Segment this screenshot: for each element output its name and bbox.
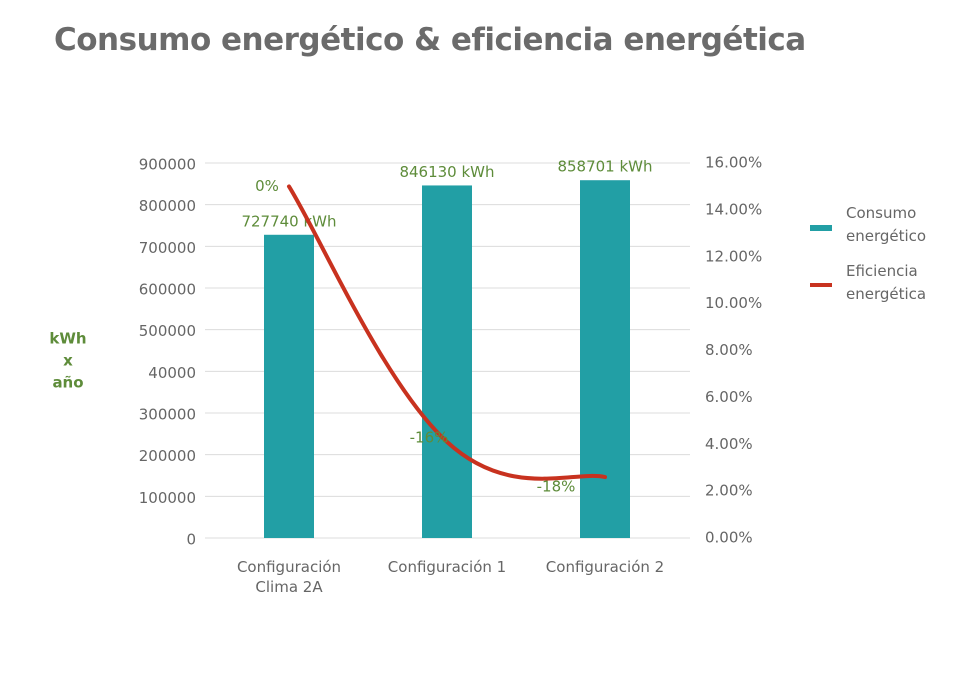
y2-tick-label: 14.00% (705, 200, 762, 218)
legend-label: Consumo energético (846, 204, 927, 245)
annotation: 0% (255, 177, 279, 195)
data-label: 727740 kWh (241, 212, 336, 230)
legend-label: Eficiencia energética (846, 262, 927, 303)
legend-swatch (810, 225, 832, 231)
data-label: 846130 kWh (399, 163, 494, 181)
x-tick-label: Configuración 2 (545, 558, 665, 576)
chart-title: Consumo energético & eficiencia energéti… (54, 22, 806, 58)
y-tick-label: 900000 (139, 156, 196, 174)
y2-tick-label: 16.00% (705, 154, 762, 172)
annotation: -16% (410, 428, 449, 446)
y-tick-label: 40000 (148, 364, 196, 382)
y-tick-label: 700000 (139, 239, 196, 257)
y2-tick-label: 2.00% (705, 482, 753, 500)
y2-tick-label: 8.00% (705, 341, 753, 359)
y-tick-label: 300000 (139, 406, 196, 424)
y-axis-label: año (52, 374, 83, 392)
bar (580, 180, 630, 538)
y2-tick-label: 12.00% (705, 247, 762, 265)
y2-tick-label: 6.00% (705, 388, 753, 406)
y-axis-label: x (63, 352, 73, 370)
x-tick-label: Configuración 1 (387, 558, 507, 576)
y2-tick-label: 4.00% (705, 435, 753, 453)
line (287, 184, 607, 481)
y-tick-label: 100000 (139, 489, 196, 507)
bar (422, 185, 472, 538)
bar (264, 234, 314, 538)
y-tick-label: 800000 (139, 197, 196, 215)
y-tick-label: 0 (186, 531, 196, 549)
legend-swatch (810, 283, 832, 287)
y2-tick-label: 0.00% (705, 529, 753, 547)
x-tick-label: Configuración Clima 2A (236, 558, 342, 596)
y-tick-label: 600000 (139, 281, 196, 299)
y-tick-label: 500000 (139, 322, 196, 340)
y-tick-label: 200000 (139, 447, 196, 465)
data-label: 858701 kWh (557, 158, 652, 176)
y-axis-label: kWh (49, 330, 86, 348)
y2-tick-label: 10.00% (705, 294, 762, 312)
annotation: -18% (537, 478, 576, 496)
